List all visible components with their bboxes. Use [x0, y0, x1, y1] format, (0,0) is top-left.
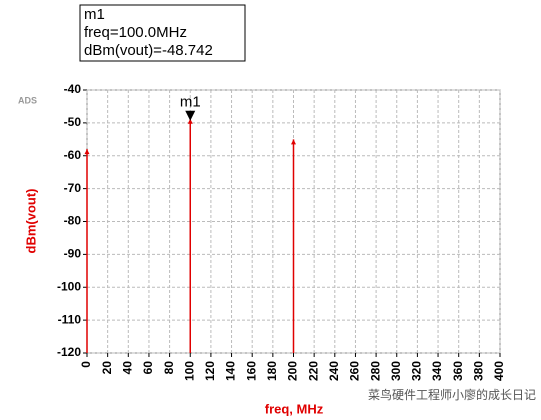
x-tick-label: 120: [203, 361, 217, 381]
y-tick-label: -80: [64, 214, 82, 228]
marker-box-line: freq=100.0MHz: [84, 24, 187, 41]
x-tick-label: 280: [368, 361, 382, 381]
y-tick-label: -50: [64, 115, 82, 129]
x-tick-label: 60: [141, 361, 155, 375]
y-tick-label: -120: [57, 345, 81, 359]
y-axis-label: dBm(vout): [23, 189, 38, 254]
y-tick-label: -90: [64, 247, 82, 261]
x-tick-label: 400: [492, 361, 506, 381]
stem-tip: [84, 149, 90, 155]
marker-box: [79, 4, 246, 62]
x-tick-label: 0: [79, 361, 93, 368]
logo: ADS: [18, 95, 37, 105]
x-tick-label: 320: [410, 361, 424, 381]
stem: [84, 149, 90, 353]
x-tick-label: 180: [265, 361, 279, 381]
x-tick-label: 220: [306, 361, 320, 381]
marker-box-line: dBm(vout)=-48.742: [84, 42, 213, 59]
y-tick-label: -110: [58, 312, 82, 326]
x-tick-label: 160: [244, 361, 258, 381]
y-tick-label: -70: [64, 181, 82, 195]
x-tick-label: 140: [224, 361, 238, 381]
x-tick-label: 380: [472, 361, 486, 381]
watermark: 菜鸟硬件工程师小廖的成长日记: [368, 387, 536, 402]
x-tick-label: 20: [100, 361, 114, 375]
x-tick-label: 340: [430, 361, 444, 381]
y-tick-label: -60: [64, 148, 82, 162]
x-tick-label: 100: [182, 361, 196, 381]
x-tick-label: 260: [348, 361, 362, 381]
stem-tip: [291, 139, 296, 145]
x-axis-label: freq, MHz: [265, 401, 324, 416]
x-tick-label: 40: [120, 361, 134, 375]
x-tick-label: 200: [286, 361, 300, 381]
stem: [187, 118, 193, 353]
marker-box-label: m1: [84, 6, 105, 23]
x-tick-label: 240: [327, 361, 341, 381]
marker-triangle: [185, 110, 196, 121]
x-tick-label: 80: [162, 361, 176, 375]
marker-label: m1: [180, 94, 201, 111]
y-tick-label: -100: [57, 279, 81, 293]
x-tick-label: 300: [389, 361, 403, 381]
x-tick-label: 360: [451, 361, 465, 381]
stem-tip: [187, 118, 193, 124]
stem: [291, 139, 296, 353]
y-tick-label: -40: [64, 82, 82, 96]
